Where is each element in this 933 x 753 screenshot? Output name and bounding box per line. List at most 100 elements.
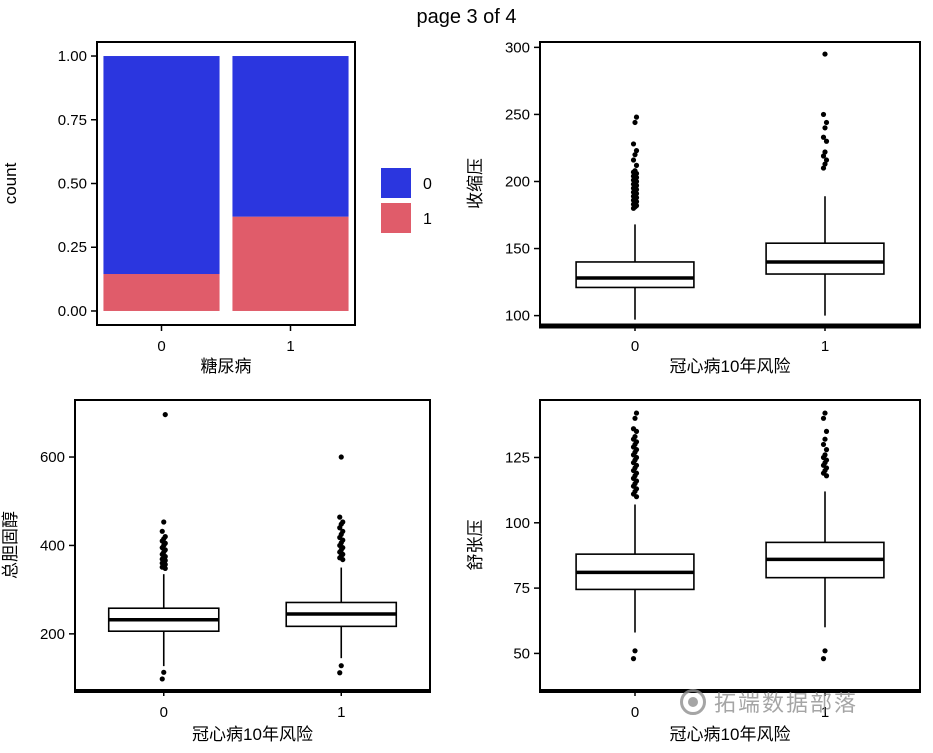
legend-swatch-0 [381,168,411,198]
outlier-point [340,519,346,525]
outlier-point [159,676,165,682]
chart-boxplot-systolic-bp: 100 150 200 250 300 0 1 冠心病10年风险 收缩压 [466,35,933,395]
outlier-point [633,162,640,168]
legend-swatch-1 [381,203,411,233]
outlier-point [820,656,827,662]
outlier-point [161,669,167,675]
outlier-point [823,447,830,453]
outlier-point [822,648,828,654]
outlier-point [822,51,828,57]
outlier-point [822,452,828,458]
outlier-point [633,148,640,154]
y-tick-label: 250 [505,106,530,123]
y-tick-label: 1.00 [58,48,87,65]
bar-segment-series-1-cat-0 [103,274,220,311]
y-tick-label: 0.25 [58,239,87,256]
y-tick-label: 0.00 [58,303,87,320]
outlier-point [822,125,828,131]
outlier-point [823,157,830,163]
chart-boxplot-total-cholesterol: 200 400 600 0 1 冠心病10年风险 总胆固醇 [0,390,466,753]
y-axis-title: 总胆固醇 [1,511,20,579]
outlier-point [630,426,637,432]
outlier-point [820,153,827,159]
outlier-point [633,114,640,120]
y-tick-label: 75 [513,580,530,597]
y-tick-label: 100 [505,308,530,325]
watermark-text: 拓端数据部落 [714,691,859,716]
outlier-point [162,411,168,418]
count-by-diabetes-svg: 0.00 0.25 0.50 0.75 1.00 0 1 糖尿病 count 0 1 [1,41,432,376]
iqr-box-cat-0 [575,261,695,289]
x-tick-label: 0 [157,338,165,355]
watermark-logo-icon [680,689,706,715]
x-tick-label: 1 [286,338,294,355]
y-tick-label: 150 [505,241,530,258]
outlier-point [822,410,828,416]
systolic-bp-by-chd-risk-svg: 100 150 200 250 300 0 1 冠心病10年风险 收缩压 [466,39,921,376]
chart-boxplot-diastolic-bp: 50 75 100 125 0 1 冠心病10年风险 舒张压 [466,390,933,753]
outlier-point [632,433,638,440]
y-tick-label: 600 [40,449,65,466]
x-tick-label: 0 [631,338,639,355]
outlier-point [340,528,346,534]
outlier-point [632,152,638,158]
y-axis-title: count [1,162,20,204]
outlier-point [632,648,638,654]
y-tick-label: 300 [505,39,530,56]
x-tick-label: 0 [631,704,639,721]
y-tick-label: 0.75 [58,112,87,129]
y-tick-label: 125 [505,449,530,466]
outlier-point [820,441,827,448]
outlier-point [337,514,343,520]
outlier-point [823,119,830,126]
outlier-point [633,410,640,416]
total-cholesterol-by-chd-risk-svg: 200 400 600 0 1 冠心病10年风险 总胆固醇 [1,399,431,744]
outlier-point [632,168,638,174]
plot-panel [74,399,431,691]
legend-label: 0 [423,176,432,193]
y-tick-label: 100 [505,515,530,532]
chart-stacked-bar-count-by-diabetes: 0.00 0.25 0.50 0.75 1.00 0 1 糖尿病 count 0 1 [0,35,466,395]
y-axis-title: 收缩压 [466,158,485,209]
diastolic-bp-by-chd-risk-svg: 50 75 100 125 0 1 冠心病10年风险 舒张压 [466,399,921,744]
x-axis-title: 冠心病10年风险 [192,725,313,744]
outlier-point [630,141,637,147]
x-tick-label: 1 [821,338,829,355]
y-tick-label: 50 [513,645,530,662]
y-tick-label: 200 [505,173,530,190]
outlier-point [162,534,168,540]
x-tick-label: 1 [821,704,829,721]
outlier-point [338,663,344,669]
page-title: page 3 of 4 [416,6,517,28]
y-tick-label: 0.50 [58,176,87,193]
watermark-logo-dot [688,697,698,707]
outlier-point [630,157,637,163]
watermark: 拓端数据部落 [680,686,858,718]
y-tick-label: 200 [40,626,65,643]
y-axis-title: 舒张压 [466,520,485,571]
bar-segment-series-0-cat-0 [103,56,220,275]
x-axis-title: 冠心病10年风险 [670,725,791,744]
outlier-point [820,415,827,421]
outlier-point [822,436,828,442]
y-tick-label: 400 [40,537,65,554]
outlier-point [159,528,165,534]
x-tick-label: 0 [160,704,168,721]
outlier-point [820,111,827,118]
outlier-point [632,415,638,421]
outlier-point [820,134,827,140]
outlier-point [338,454,344,460]
outlier-point [632,119,638,126]
outlier-point [823,138,830,144]
x-tick-label: 1 [337,704,345,721]
outlier-point [823,428,830,434]
outlier-point [820,165,827,171]
iqr-box-cat-1 [765,242,885,275]
bar-segment-series-0-cat-1 [232,56,349,217]
x-axis-title: 糖尿病 [201,357,252,376]
outlier-point [822,149,828,155]
legend-label: 1 [423,211,432,228]
x-axis-title: 冠心病10年风险 [670,357,791,376]
outlier-point [822,161,828,167]
